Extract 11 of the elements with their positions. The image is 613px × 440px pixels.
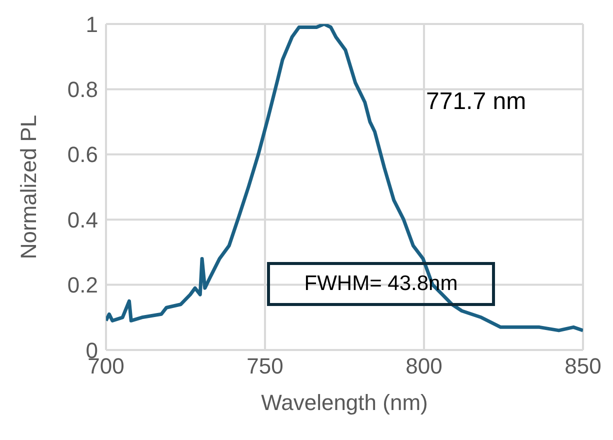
x-axis-title: Wavelength (nm): [261, 390, 428, 415]
x-tick-label: 850: [564, 354, 602, 379]
y-tick-label: 0.2: [67, 272, 98, 298]
y-tick-label: 0.6: [67, 142, 98, 168]
y-tick-label: 1: [86, 12, 98, 37]
x-tick-label: 750: [246, 354, 284, 379]
y-tick-label: 0.8: [67, 77, 98, 102]
y-tick-label: 0.4: [67, 207, 98, 232]
y-axis-title: Normalized PL: [16, 114, 41, 260]
x-tick-label: 800: [406, 354, 442, 379]
annotation: 771.7 nm: [426, 88, 526, 116]
